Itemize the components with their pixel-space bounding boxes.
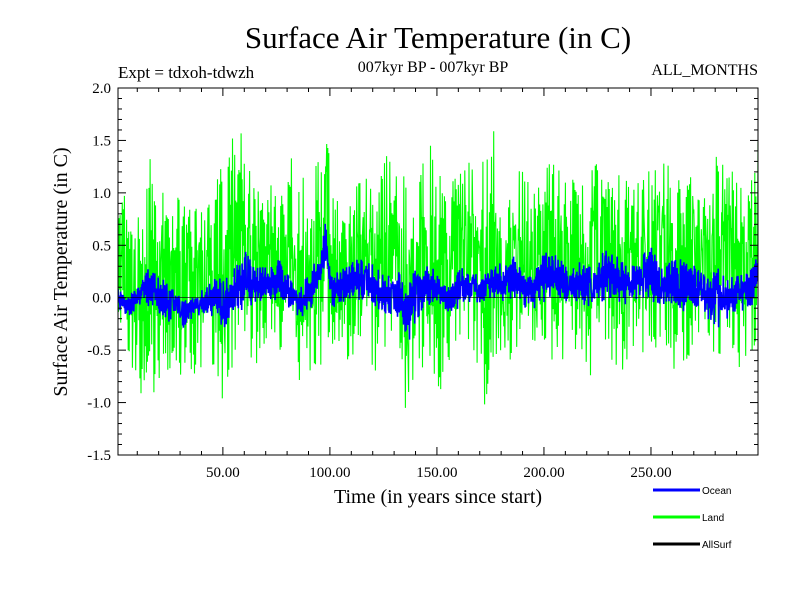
legend-label-allsurf: AllSurf	[702, 540, 732, 551]
y-tick-label: -1.0	[87, 396, 111, 412]
y-tick-label: 1.0	[92, 186, 111, 202]
x-axis: 50.00 100.00 150.00 200.00 250.00	[136, 88, 738, 481]
y-axis: -1.5 -1.0 -0.5 0.0 0.5 1.0 1.5 2.0	[87, 81, 758, 464]
x-tick-label: 50.00	[206, 465, 240, 481]
y-tick-label: 0.0	[92, 291, 111, 307]
legend-label-ocean: Ocean	[702, 486, 731, 497]
legend-label-land: Land	[702, 513, 724, 524]
x-tick-label: 250.00	[630, 465, 671, 481]
x-tick-label: 200.00	[523, 465, 564, 481]
months-label: ALL_MONTHS	[651, 62, 758, 79]
x-tick-label: 100.00	[309, 465, 350, 481]
y-axis-label: Surface Air Temperature (in C)	[50, 147, 72, 396]
x-axis-label: Time (in years since start)	[334, 486, 542, 508]
legend: Ocean Land AllSurf	[653, 486, 732, 551]
y-tick-label: 2.0	[92, 81, 111, 97]
series-layer	[118, 131, 758, 408]
series-line-ocean	[118, 223, 758, 340]
plot-frame	[117, 87, 759, 456]
series-line-land	[118, 131, 758, 408]
y-tick-label: -1.5	[87, 448, 111, 464]
period-label: 007kyr BP - 007kyr BP	[358, 59, 509, 76]
y-tick-label: 1.5	[92, 133, 111, 149]
y-tick-label: -0.5	[87, 343, 111, 359]
chart-title: Surface Air Temperature (in C)	[245, 20, 631, 55]
y-tick-label: 0.5	[92, 238, 111, 254]
x-tick-label: 150.00	[416, 465, 457, 481]
experiment-label: Expt = tdxoh-tdwzh	[118, 63, 255, 82]
